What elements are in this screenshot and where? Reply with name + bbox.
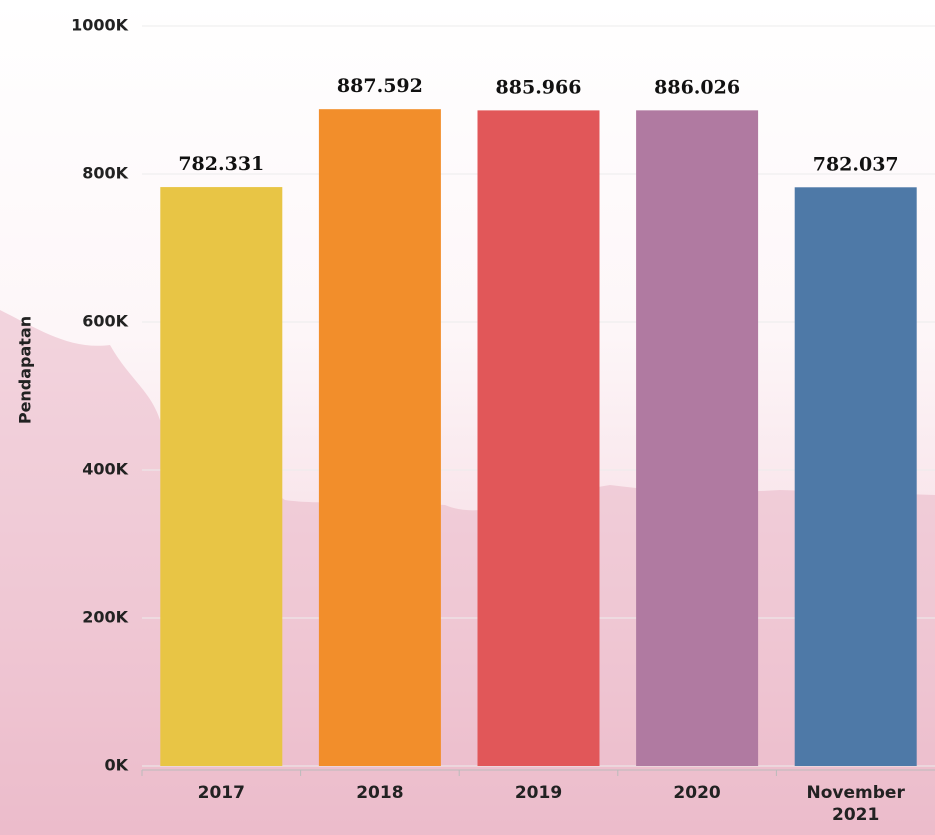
y-tick-label: 1000K — [71, 16, 129, 35]
x-tick-label: 2017 — [151, 782, 291, 804]
bar — [795, 187, 917, 766]
x-tick-label: 2018 — [310, 782, 450, 804]
chart: Pendapatan 0K 200K 400K 600K 800K 1000K 782.33… — [0, 0, 935, 835]
y-tick-label: 800K — [82, 164, 128, 183]
x-tick-label: 2019 — [469, 782, 609, 804]
value-label: 782.037 — [813, 153, 899, 175]
value-label: 886.026 — [654, 76, 740, 98]
y-axis-label: Pendapatan — [16, 316, 35, 424]
x-tick-label: 2020 — [627, 782, 767, 804]
y-tick-label: 0K — [104, 756, 128, 775]
y-tick-label: 600K — [82, 312, 128, 331]
bar — [319, 109, 441, 766]
y-tick-label: 200K — [82, 608, 128, 627]
y-tick-label: 400K — [82, 460, 128, 479]
bar — [478, 110, 600, 766]
x-tick-label: November 2021 — [786, 782, 926, 826]
bar — [160, 187, 282, 766]
value-label: 885.966 — [496, 76, 582, 98]
chart-container: Pendapatan 0K 200K 400K 600K 800K 1000K 782.33… — [0, 0, 935, 835]
bar — [636, 110, 758, 766]
value-label: 887.592 — [337, 75, 423, 97]
value-label: 782.331 — [178, 153, 264, 175]
